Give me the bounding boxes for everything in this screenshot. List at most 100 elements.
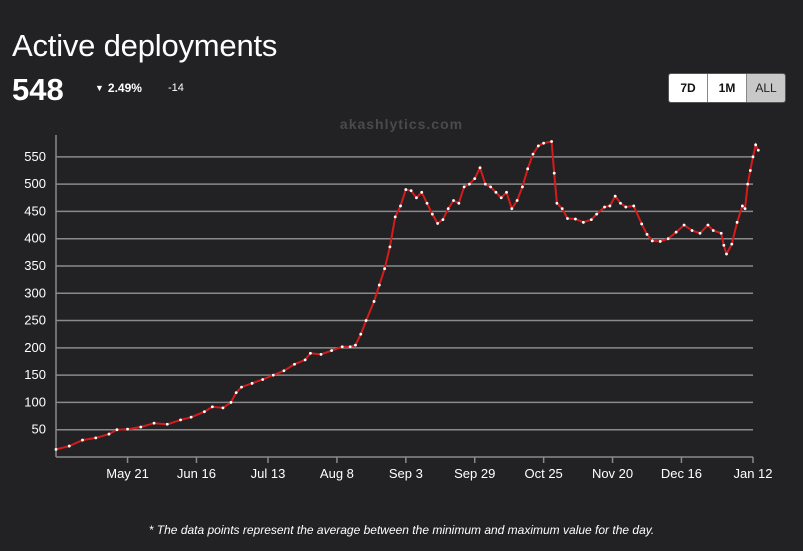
range-1m-button[interactable]: 1M	[707, 74, 746, 102]
x-tick-label: Nov 20	[592, 466, 633, 481]
data-point	[624, 205, 628, 209]
data-point	[603, 205, 606, 209]
current-value: 548	[12, 72, 64, 107]
data-point	[542, 141, 546, 145]
x-tick-label: Sep 3	[389, 466, 423, 481]
data-point	[354, 343, 357, 347]
data-point	[754, 143, 758, 147]
data-point	[483, 182, 487, 186]
change-percent-value: 2.49%	[107, 81, 142, 95]
data-point	[711, 229, 715, 232]
data-point	[473, 177, 477, 181]
data-point	[666, 237, 670, 241]
data-point	[303, 358, 307, 362]
data-point	[589, 218, 593, 221]
data-point	[430, 212, 434, 216]
watermark: akashlytics.com	[339, 116, 464, 132]
triangle-down-icon: ▼	[95, 83, 104, 93]
range-7d-button[interactable]: 7D	[669, 74, 707, 102]
data-point	[608, 204, 612, 208]
data-point	[179, 418, 182, 422]
x-tick-label: Oct 25	[524, 466, 562, 481]
data-point	[499, 196, 503, 200]
data-point	[751, 155, 755, 159]
data-point	[126, 427, 129, 431]
data-point	[640, 222, 644, 226]
data-point	[409, 189, 413, 193]
data-point	[722, 243, 726, 247]
data-point	[293, 362, 296, 366]
series-line	[55, 140, 760, 451]
data-point	[165, 422, 169, 426]
y-tick-label: 250	[24, 313, 46, 328]
data-point	[531, 152, 535, 156]
data-point	[595, 212, 599, 216]
data-point	[425, 201, 429, 205]
y-tick-label: 500	[24, 176, 46, 191]
data-point	[330, 349, 334, 352]
data-point	[510, 207, 514, 211]
data-point	[203, 410, 206, 414]
data-point	[404, 188, 408, 191]
data-point	[261, 378, 265, 381]
data-point	[229, 401, 233, 404]
x-axis-ticks: May 21 Jun 16 Jul 13 Aug 8 Sep 3 Sep 29 Oct 25…	[106, 466, 772, 481]
data-point	[566, 217, 569, 220]
data-point	[526, 167, 530, 171]
data-point	[457, 201, 461, 205]
data-point	[632, 204, 636, 208]
data-point	[446, 207, 450, 211]
data-point	[452, 199, 455, 202]
data-point	[574, 217, 577, 221]
x-tick-label: Jan 12	[733, 466, 772, 481]
data-point	[271, 373, 275, 377]
data-point	[282, 369, 286, 373]
data-point	[441, 218, 445, 221]
y-tick-label: 400	[24, 231, 46, 246]
data-point	[250, 381, 254, 385]
data-point	[494, 190, 498, 194]
data-point	[67, 444, 71, 448]
y-tick-label: 100	[24, 394, 46, 409]
data-point	[436, 222, 440, 225]
change-absolute: -14	[168, 82, 184, 94]
x-tick-label: Dec 16	[661, 466, 702, 481]
y-tick-label: 50	[32, 422, 46, 437]
data-point	[377, 283, 381, 287]
data-point	[139, 425, 143, 429]
data-point	[348, 345, 352, 349]
data-point	[698, 231, 702, 235]
y-tick-label: 300	[24, 285, 46, 300]
data-point	[735, 220, 739, 224]
chart-grid	[56, 156, 753, 431]
x-tick-label: May 21	[106, 466, 149, 481]
page-title: Active deployments	[12, 28, 278, 63]
data-point	[468, 182, 471, 186]
data-point	[581, 220, 585, 224]
data-point	[560, 207, 564, 211]
data-point	[489, 185, 493, 189]
range-all-button[interactable]: ALL	[746, 74, 785, 102]
data-point	[399, 204, 402, 208]
y-tick-label: 200	[24, 340, 46, 355]
data-point	[740, 204, 744, 208]
data-point	[415, 196, 418, 200]
data-point	[725, 252, 728, 256]
data-point	[505, 190, 508, 194]
data-point	[550, 140, 553, 143]
data-point	[107, 432, 111, 436]
data-point	[619, 201, 622, 205]
x-tick-label: Sep 29	[454, 466, 495, 481]
data-point	[388, 245, 392, 249]
data-point	[234, 391, 238, 394]
data-point	[521, 185, 524, 189]
data-point	[478, 166, 482, 170]
data-point	[552, 171, 556, 175]
data-point	[536, 144, 540, 148]
data-point	[555, 201, 559, 205]
data-point	[743, 207, 747, 211]
data-point	[462, 185, 466, 189]
data-point	[189, 415, 193, 419]
series-points	[54, 140, 760, 451]
